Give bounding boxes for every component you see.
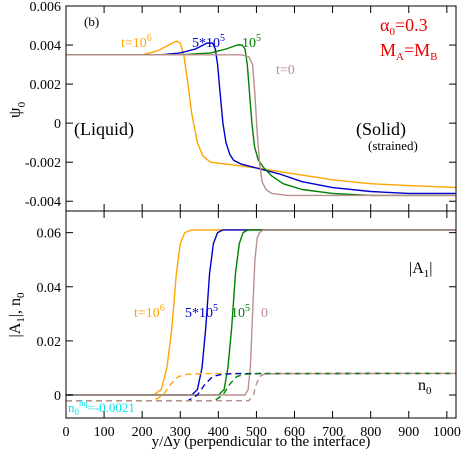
x-tick-label: 500 (246, 425, 267, 440)
mobility-annotation: MA=MB (380, 40, 437, 63)
x-axis-label: y/Δy (perpendicular to the interface) (152, 434, 371, 450)
bottom-x-ticks: 0 100 200 300 400 500 600 700 800 900 1000 (63, 211, 461, 440)
bottom-series-line-3 (66, 229, 456, 396)
bottom-y-tick-label: 0.04 (37, 281, 62, 296)
bottom-plot-frame (65, 210, 457, 419)
liquid-annotation: (Liquid) (74, 119, 134, 140)
bottom-y-tick-label: 0.06 (37, 227, 62, 242)
top-series-label-t0: t=0 (276, 63, 295, 78)
top-panel-label: (b) (84, 14, 99, 29)
top-series-label-t1e6: t=106 (121, 33, 152, 51)
x-tick-label: 300 (170, 425, 191, 440)
top-panel: -0.004 -0.002 0 0.002 0.004 0.006 (b) (Liquid… (5, 0, 457, 212)
bottom-panel: 0 0.02 0.04 0.06 0 100 200 300 400 500 600 700 800 9… (7, 210, 461, 450)
bottom-y-ticks: 0 0.02 0.04 0.06 (37, 227, 456, 404)
top-y-tick-label: 0 (54, 117, 61, 132)
bottom-series-line-0 (66, 229, 456, 396)
bottom-series-line-5 (66, 372, 457, 402)
x-tick-label: 1000 (433, 425, 461, 440)
top-series-label-5e5: 5*105 (192, 33, 225, 51)
x-tick-label: 200 (132, 425, 153, 440)
x-tick-label: 400 (208, 425, 229, 440)
x-tick-label: 900 (398, 425, 419, 440)
top-series-lines (66, 40, 457, 197)
x-tick-label: 800 (360, 425, 381, 440)
x-tick-label: 0 (63, 425, 70, 440)
bottom-series-line-1 (66, 229, 456, 396)
x-tick-label: 100 (94, 425, 115, 440)
top-y-tick-label: 0.002 (30, 78, 62, 93)
top-y-tick-label: 0.004 (30, 39, 62, 54)
bottom-series-label-t0: 0 (261, 306, 268, 321)
bottom-series-lines (66, 229, 457, 402)
bottom-series-line-6 (66, 372, 457, 402)
top-series-line-0 (66, 40, 457, 189)
bottom-series-line-2 (66, 229, 456, 396)
bottom-series-line-4 (66, 372, 457, 402)
solid-annotation: (Solid) (356, 119, 406, 140)
bottom-y-tick-label: 0 (54, 389, 61, 404)
bottom-series-label-t1e6: t=106 (134, 303, 165, 321)
strained-annotation: (strained) (368, 138, 418, 153)
top-y-tick-label: -0.002 (25, 156, 61, 171)
top-series-line-2 (66, 44, 456, 197)
top-y-tick-label: -0.004 (25, 195, 61, 210)
x-tick-label: 700 (322, 425, 343, 440)
top-series-line-3 (66, 54, 456, 197)
top-series-line-1 (66, 42, 456, 195)
bottom-series-label-5e5: 5*105 (185, 303, 218, 321)
x-tick-label: 600 (284, 425, 305, 440)
n0-liquid-annotation: n0liq=-0.0021 (68, 399, 135, 417)
alpha-annotation: α0=0.3 (380, 15, 428, 38)
bottom-series-line-7 (66, 372, 457, 402)
bottom-y-axis-label: |A1|, n0 (7, 292, 27, 337)
top-y-tick-label: 0.006 (30, 0, 62, 15)
bottom-y-tick-label: 0.02 (37, 335, 62, 350)
